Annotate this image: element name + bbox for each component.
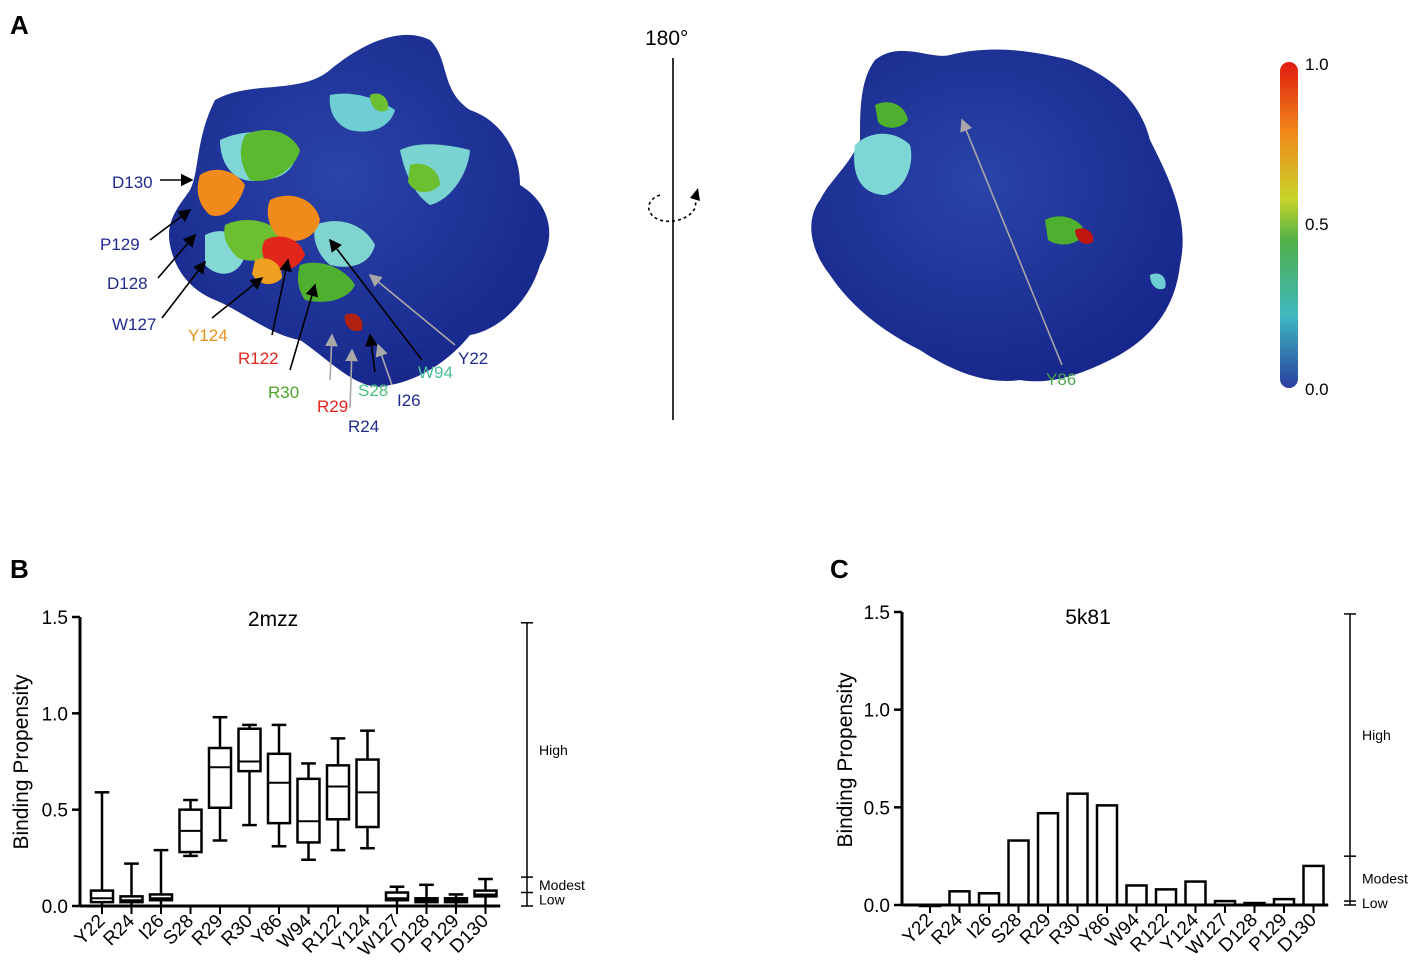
box-s28 [178, 798, 203, 858]
panel-letter-a: A [10, 10, 29, 40]
y-tick-label: 0.5 [864, 798, 890, 819]
residue-label-s28: S28 [358, 381, 388, 400]
residue-label-p129: P129 [100, 235, 140, 254]
x-tick-label: R24 [928, 909, 968, 949]
residue-label-d128: D128 [107, 274, 148, 293]
residue-label-d130: D130 [112, 173, 153, 192]
chart-title-2mzz: 2mzz [248, 608, 298, 631]
residue-label-r29: R29 [317, 397, 348, 416]
colorbar: 1.0 0.5 0.0 [1280, 55, 1329, 399]
level-label-modest: Modest [539, 877, 585, 893]
box-d130 [473, 877, 498, 908]
box-r29 [207, 715, 233, 842]
y-tick-label: 1.0 [864, 701, 890, 722]
colorbar-tick-top: 1.0 [1305, 55, 1329, 74]
y-axis-label-c: Binding Propensity [834, 672, 857, 848]
level-label-low: Low [1362, 895, 1389, 911]
bar-r29 [1036, 811, 1060, 907]
box-plot-2mzz: 2mzz Binding Propensity 0.00.51.01.5 Y22… [10, 608, 585, 961]
bar-w94 [1125, 884, 1148, 907]
colorbar-tick-bottom: 0.0 [1305, 380, 1329, 399]
y-tick-label: 0.0 [864, 896, 890, 917]
bar-r122 [1154, 888, 1178, 907]
box-r24 [119, 862, 144, 908]
residue-label-w127: W127 [112, 315, 156, 334]
y-tick-label: 1.0 [42, 704, 68, 725]
box-iqr [89, 889, 115, 904]
y-tick-label: 1.5 [864, 603, 890, 624]
box-y86 [266, 723, 292, 848]
box-r122 [325, 737, 351, 852]
bar-chart-5k81: 5k81 Binding Propensity 0.00.51.01.5 Y22… [834, 603, 1408, 960]
bar-y86 [1095, 804, 1119, 907]
box-iqr [207, 746, 233, 809]
residue-label-r30: R30 [268, 383, 299, 402]
residue-label-y86: Y86 [1046, 370, 1076, 389]
box-y124 [355, 729, 380, 850]
level-label-modest: Modest [1362, 871, 1408, 887]
y-axis-label-b: Binding Propensity [10, 674, 33, 850]
residue-label-w94: W94 [418, 363, 453, 382]
rotation-label: 180° [645, 27, 688, 50]
rotation-axis: 180° [645, 27, 700, 420]
residue-label-r122: R122 [238, 349, 279, 368]
box-iqr [266, 752, 292, 825]
residue-label-r24: R24 [348, 417, 379, 436]
y-tick-label: 0.5 [42, 801, 68, 822]
box-w94 [296, 762, 321, 862]
bar-r24 [948, 890, 971, 907]
bar-r30 [1066, 792, 1089, 907]
level-label-high: High [539, 742, 568, 758]
bar-y124 [1184, 880, 1207, 907]
y-tick-label: 1.5 [42, 608, 68, 629]
colorbar-gradient [1280, 62, 1298, 388]
bar-d130 [1302, 864, 1325, 907]
protein-surface-front [169, 34, 550, 387]
chart-title-5k81: 5k81 [1065, 606, 1111, 629]
box-p129 [443, 893, 469, 908]
panel-letter-c: C [830, 554, 849, 584]
panel-letter-b: B [10, 554, 29, 584]
residue-arrows-back [960, 118, 1063, 366]
box-r30 [237, 723, 262, 827]
level-label-low: Low [539, 891, 566, 907]
bar-s28 [1007, 839, 1030, 907]
box-w127 [384, 885, 410, 908]
residue-label-y124: Y124 [188, 326, 228, 345]
protein-surface-back [811, 49, 1183, 382]
box-iqr [296, 777, 321, 844]
box-i26 [148, 848, 174, 908]
x-tick-label: R24 [100, 910, 140, 950]
y-tick-label: 0.0 [42, 897, 68, 918]
residue-labels-front: D130 P129 D128 W127 Y124 R122 R30 R29 S2… [100, 173, 488, 436]
box-iqr [325, 764, 351, 821]
box-d128 [414, 883, 439, 908]
bar-i26 [977, 892, 1001, 907]
colorbar-tick-mid: 0.5 [1305, 215, 1329, 234]
residue-arrows-front [149, 173, 456, 409]
residue-label-y22: Y22 [458, 349, 488, 368]
box-iqr [384, 891, 410, 902]
box-y22 [89, 791, 115, 908]
box-iqr [237, 727, 262, 773]
residue-label-i26: I26 [397, 391, 421, 410]
level-label-high: High [1362, 727, 1391, 743]
